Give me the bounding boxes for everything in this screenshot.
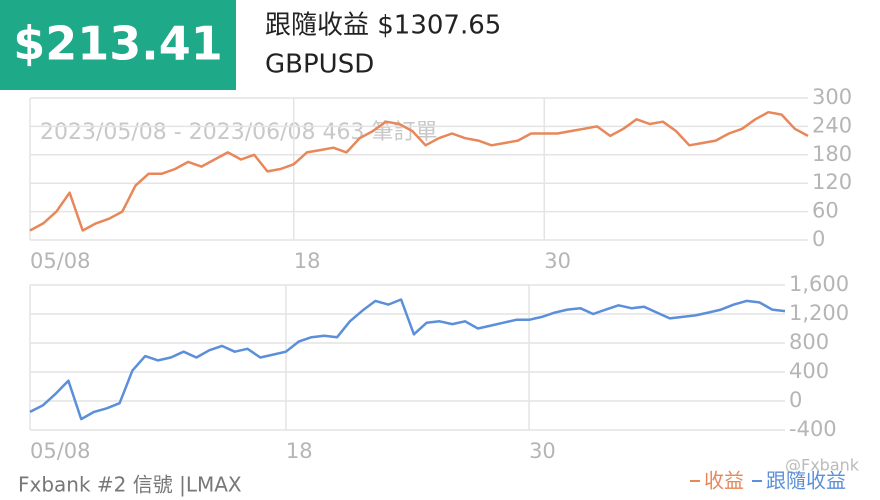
y-tick-label: 0 bbox=[812, 227, 825, 251]
y-tick-label: 1,600 bbox=[789, 272, 849, 296]
footer-source: Fxbank #2 信號 |LMAX bbox=[18, 473, 242, 497]
line bbox=[29, 298, 786, 421]
y-tick-label: 1,200 bbox=[789, 301, 849, 325]
chart-subtitle: 2023/05/08 - 2023/06/08 463 筆訂單 bbox=[40, 120, 438, 145]
follow-profit: 跟隨收益 $1307.65 bbox=[265, 11, 501, 41]
y-tick-label: 120 bbox=[812, 170, 852, 194]
y-tick-label: -400 bbox=[789, 417, 837, 441]
y-tick-label: 60 bbox=[812, 199, 839, 223]
y-tick-label: 0 bbox=[789, 388, 802, 412]
y-tick-label: 400 bbox=[789, 359, 829, 383]
legend: 收益 跟隨收益 bbox=[690, 469, 846, 493]
x-tick-label: 05/08 bbox=[30, 439, 91, 463]
legend-label: 跟隨收益 bbox=[766, 469, 846, 493]
y-tick-label: 300 bbox=[812, 85, 852, 109]
x-tick-label: 18 bbox=[286, 439, 313, 463]
x-tick-label: 18 bbox=[294, 249, 321, 273]
y-tick-label: 240 bbox=[812, 113, 852, 137]
line bbox=[29, 110, 809, 232]
price: $213.41 bbox=[13, 17, 223, 71]
y-tick-label: 180 bbox=[812, 142, 852, 166]
legend-label: 收益 bbox=[704, 469, 744, 493]
x-tick-label: 05/08 bbox=[30, 249, 91, 273]
x-tick-label: 30 bbox=[544, 249, 571, 273]
y-tick-label: 800 bbox=[789, 330, 829, 354]
symbol: GBPUSD bbox=[265, 50, 374, 80]
x-tick-label: 30 bbox=[529, 439, 556, 463]
watermark: @Fxbank bbox=[785, 456, 860, 475]
price-badge bbox=[0, 0, 236, 90]
